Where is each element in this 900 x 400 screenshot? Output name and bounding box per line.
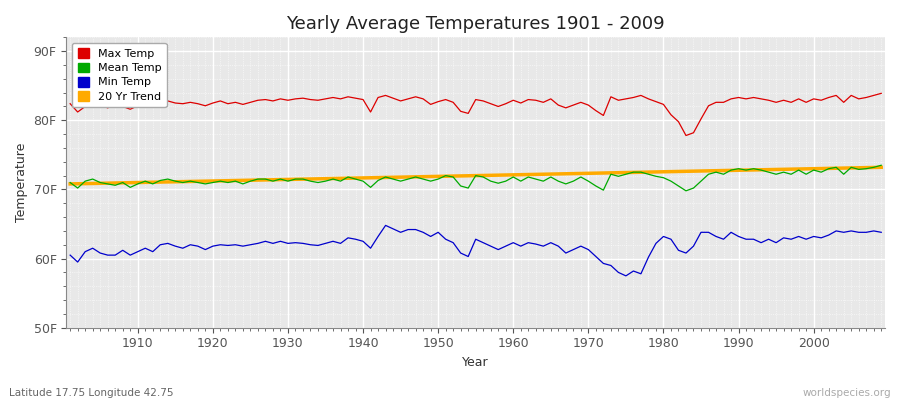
Title: Yearly Average Temperatures 1901 - 2009: Yearly Average Temperatures 1901 - 2009	[286, 15, 665, 33]
Legend: Max Temp, Mean Temp, Min Temp, 20 Yr Trend: Max Temp, Mean Temp, Min Temp, 20 Yr Tre…	[72, 43, 166, 107]
Text: worldspecies.org: worldspecies.org	[803, 388, 891, 398]
Y-axis label: Temperature: Temperature	[15, 143, 28, 222]
Text: Latitude 17.75 Longitude 42.75: Latitude 17.75 Longitude 42.75	[9, 388, 174, 398]
X-axis label: Year: Year	[463, 356, 489, 369]
